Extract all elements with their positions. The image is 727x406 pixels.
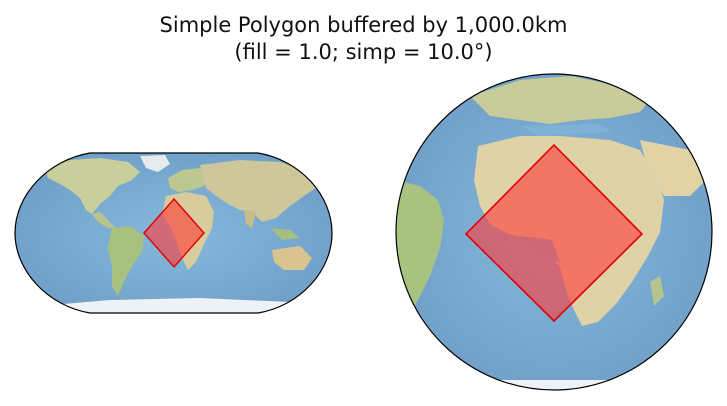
robinson-europe [168, 168, 210, 192]
orthographic-mediterranean [520, 124, 612, 136]
robinson-central-america [92, 212, 116, 228]
robinson-map [14, 152, 333, 314]
figure-title: Simple Polygon buffered by 1,000.0km (fi… [0, 12, 727, 66]
orthographic-madagascar [650, 276, 664, 306]
robinson-south-america [108, 226, 144, 296]
title-line-1: Simple Polygon buffered by 1,000.0km [159, 13, 568, 37]
orthographic-map [395, 73, 713, 391]
title-line-2: (fill = 1.0; simp = 10.0°) [234, 40, 493, 64]
robinson-greenland [140, 155, 170, 172]
orthographic-outline [395, 73, 713, 391]
orthographic-europe [470, 76, 650, 124]
orthographic-buffered-polygon [464, 143, 644, 323]
robinson-india [244, 210, 256, 228]
robinson-north-america [45, 158, 140, 214]
robinson-buffered-polygon [143, 197, 205, 269]
orthographic-south-america [396, 180, 444, 316]
robinson-asia [200, 160, 318, 222]
robinson-antarctica [20, 298, 330, 313]
robinson-outline [14, 152, 333, 314]
robinson-se-asia [270, 228, 300, 240]
robinson-australia [272, 246, 312, 270]
